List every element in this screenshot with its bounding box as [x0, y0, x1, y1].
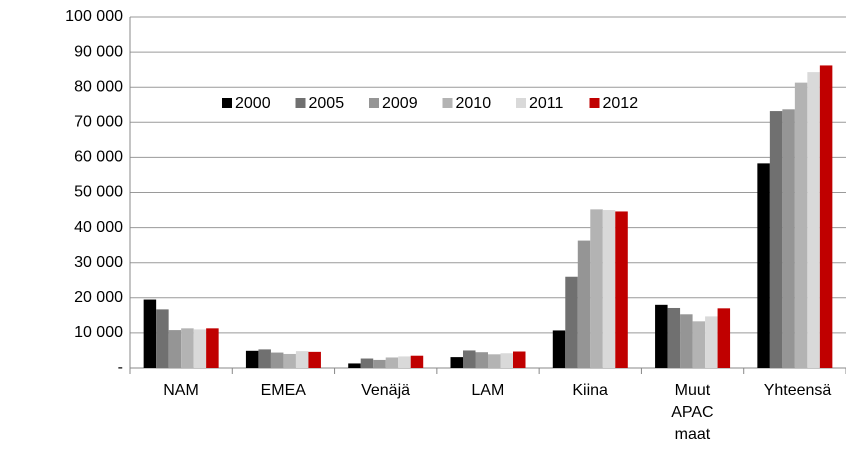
bar — [692, 321, 706, 368]
x-tick-label: EMEA — [260, 382, 306, 399]
bar — [577, 240, 591, 368]
bar — [245, 350, 259, 368]
bar — [819, 65, 833, 369]
y-tick-label: 70 000 — [74, 114, 123, 131]
y-tick-label: 90 000 — [74, 43, 123, 60]
legend-swatch — [589, 98, 600, 108]
y-tick-label: 10 000 — [74, 324, 123, 341]
bar — [655, 304, 668, 368]
legend-label: 2010 — [456, 95, 492, 112]
bar — [385, 357, 399, 368]
bar — [565, 276, 578, 368]
bar — [308, 351, 321, 368]
bar — [705, 316, 718, 368]
bar — [398, 356, 411, 368]
x-tick-label: NAM — [163, 382, 199, 399]
y-tick-label: 40 000 — [74, 219, 123, 236]
legend-label: 2011 — [529, 95, 564, 112]
bar — [156, 309, 169, 368]
bar — [602, 210, 616, 368]
bar — [360, 358, 374, 368]
x-tick-label: Kiina — [572, 382, 608, 399]
y-tick-label: - — [118, 359, 123, 376]
x-tick-label: LAM — [471, 382, 505, 399]
bar — [717, 308, 731, 368]
bar — [475, 352, 488, 368]
y-tick-label: 100 000 — [65, 8, 123, 25]
bar — [168, 330, 182, 368]
bar — [295, 351, 309, 368]
bar — [769, 111, 783, 369]
bar — [513, 351, 526, 368]
bar — [794, 82, 808, 369]
x-tick-label: Muut APAC maat — [671, 382, 714, 443]
y-tick-label: 50 000 — [74, 184, 123, 201]
bar — [348, 363, 361, 368]
bar — [283, 353, 296, 368]
y-tick-label: 60 000 — [74, 149, 123, 166]
legend-label: 2000 — [235, 95, 271, 112]
bar — [782, 109, 795, 369]
legend-swatch — [222, 98, 232, 108]
x-tick-label: Yhteensä — [763, 382, 832, 399]
bar — [181, 328, 194, 368]
legend-swatch — [516, 98, 526, 108]
bar — [270, 352, 284, 368]
bar — [615, 211, 628, 368]
y-tick-label: 80 000 — [74, 78, 123, 95]
bar — [757, 163, 770, 368]
bar — [680, 314, 693, 368]
y-tick-label: 30 000 — [74, 254, 123, 271]
legend-swatch — [442, 98, 453, 108]
bar — [590, 209, 603, 368]
bar — [552, 330, 566, 368]
legend-swatch — [369, 98, 379, 108]
x-tick-label: Venäjä — [361, 382, 411, 399]
legend-label: 2012 — [603, 95, 639, 112]
bar — [463, 350, 476, 368]
y-tick-label: 20 000 — [74, 289, 123, 306]
bar — [488, 354, 501, 368]
legend-label: 2005 — [309, 95, 345, 112]
legend-label: 2009 — [382, 95, 418, 112]
bar — [500, 353, 513, 368]
bar — [143, 299, 157, 368]
legend-swatch — [295, 98, 306, 108]
bar — [258, 349, 271, 368]
bar — [667, 307, 681, 368]
bar — [193, 329, 207, 368]
bar — [206, 328, 219, 368]
bar — [807, 72, 820, 369]
bar — [373, 359, 386, 368]
bar — [450, 357, 463, 368]
bar — [410, 355, 424, 368]
